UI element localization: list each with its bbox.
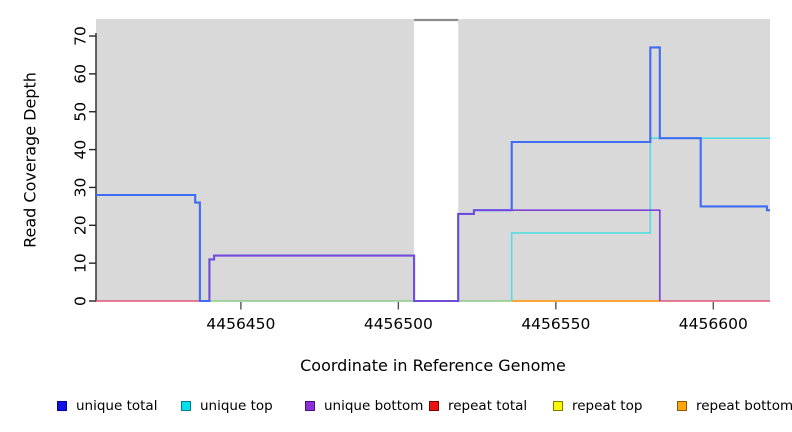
legend-item-unique-bottom: unique bottom	[305, 398, 423, 414]
legend-swatch-icon	[57, 401, 67, 411]
legend-label: repeat total	[448, 398, 528, 414]
legend: unique total unique top unique bottom repea…	[0, 398, 792, 420]
legend-item-repeat-bottom: repeat bottom	[677, 398, 792, 414]
x-tick-label: 4456450	[206, 315, 275, 333]
y-tick-label: 0	[72, 296, 90, 306]
legend-label: unique total	[76, 398, 158, 414]
legend-label: repeat top	[572, 398, 643, 414]
y-axis-title: Read Coverage Depth	[20, 72, 40, 248]
x-tick-label: 4456600	[679, 315, 748, 333]
legend-swatch-icon	[181, 401, 191, 411]
legend-label: repeat bottom	[696, 398, 792, 414]
y-tick-label: 50	[72, 102, 90, 122]
legend-item-unique-total: unique total	[57, 398, 157, 414]
legend-swatch-icon	[429, 401, 439, 411]
legend-swatch-icon	[553, 401, 563, 411]
legend-item-unique-top: unique top	[181, 398, 273, 414]
x-tick-label: 4456550	[521, 315, 590, 333]
legend-swatch-icon	[677, 401, 687, 411]
series-unique-bottom	[208, 209, 661, 302]
y-tick-label: 10	[72, 253, 90, 273]
y-tick-label: 30	[72, 178, 90, 198]
y-tick-label: 20	[72, 215, 90, 235]
legend-item-repeat-top: repeat top	[553, 398, 642, 414]
legend-item-repeat-total: repeat total	[429, 398, 527, 414]
legend-swatch-icon	[305, 401, 315, 411]
y-tick-label: 40	[72, 140, 90, 160]
legend-label: unique bottom	[324, 398, 424, 414]
y-tick-label: 60	[72, 64, 90, 84]
no-data-band	[414, 19, 459, 301]
legend-label: unique top	[200, 398, 273, 414]
y-tick-label: 70	[72, 26, 90, 46]
x-axis-title: Coordinate in Reference Genome	[300, 356, 566, 375]
x-tick-label: 4456500	[364, 315, 433, 333]
